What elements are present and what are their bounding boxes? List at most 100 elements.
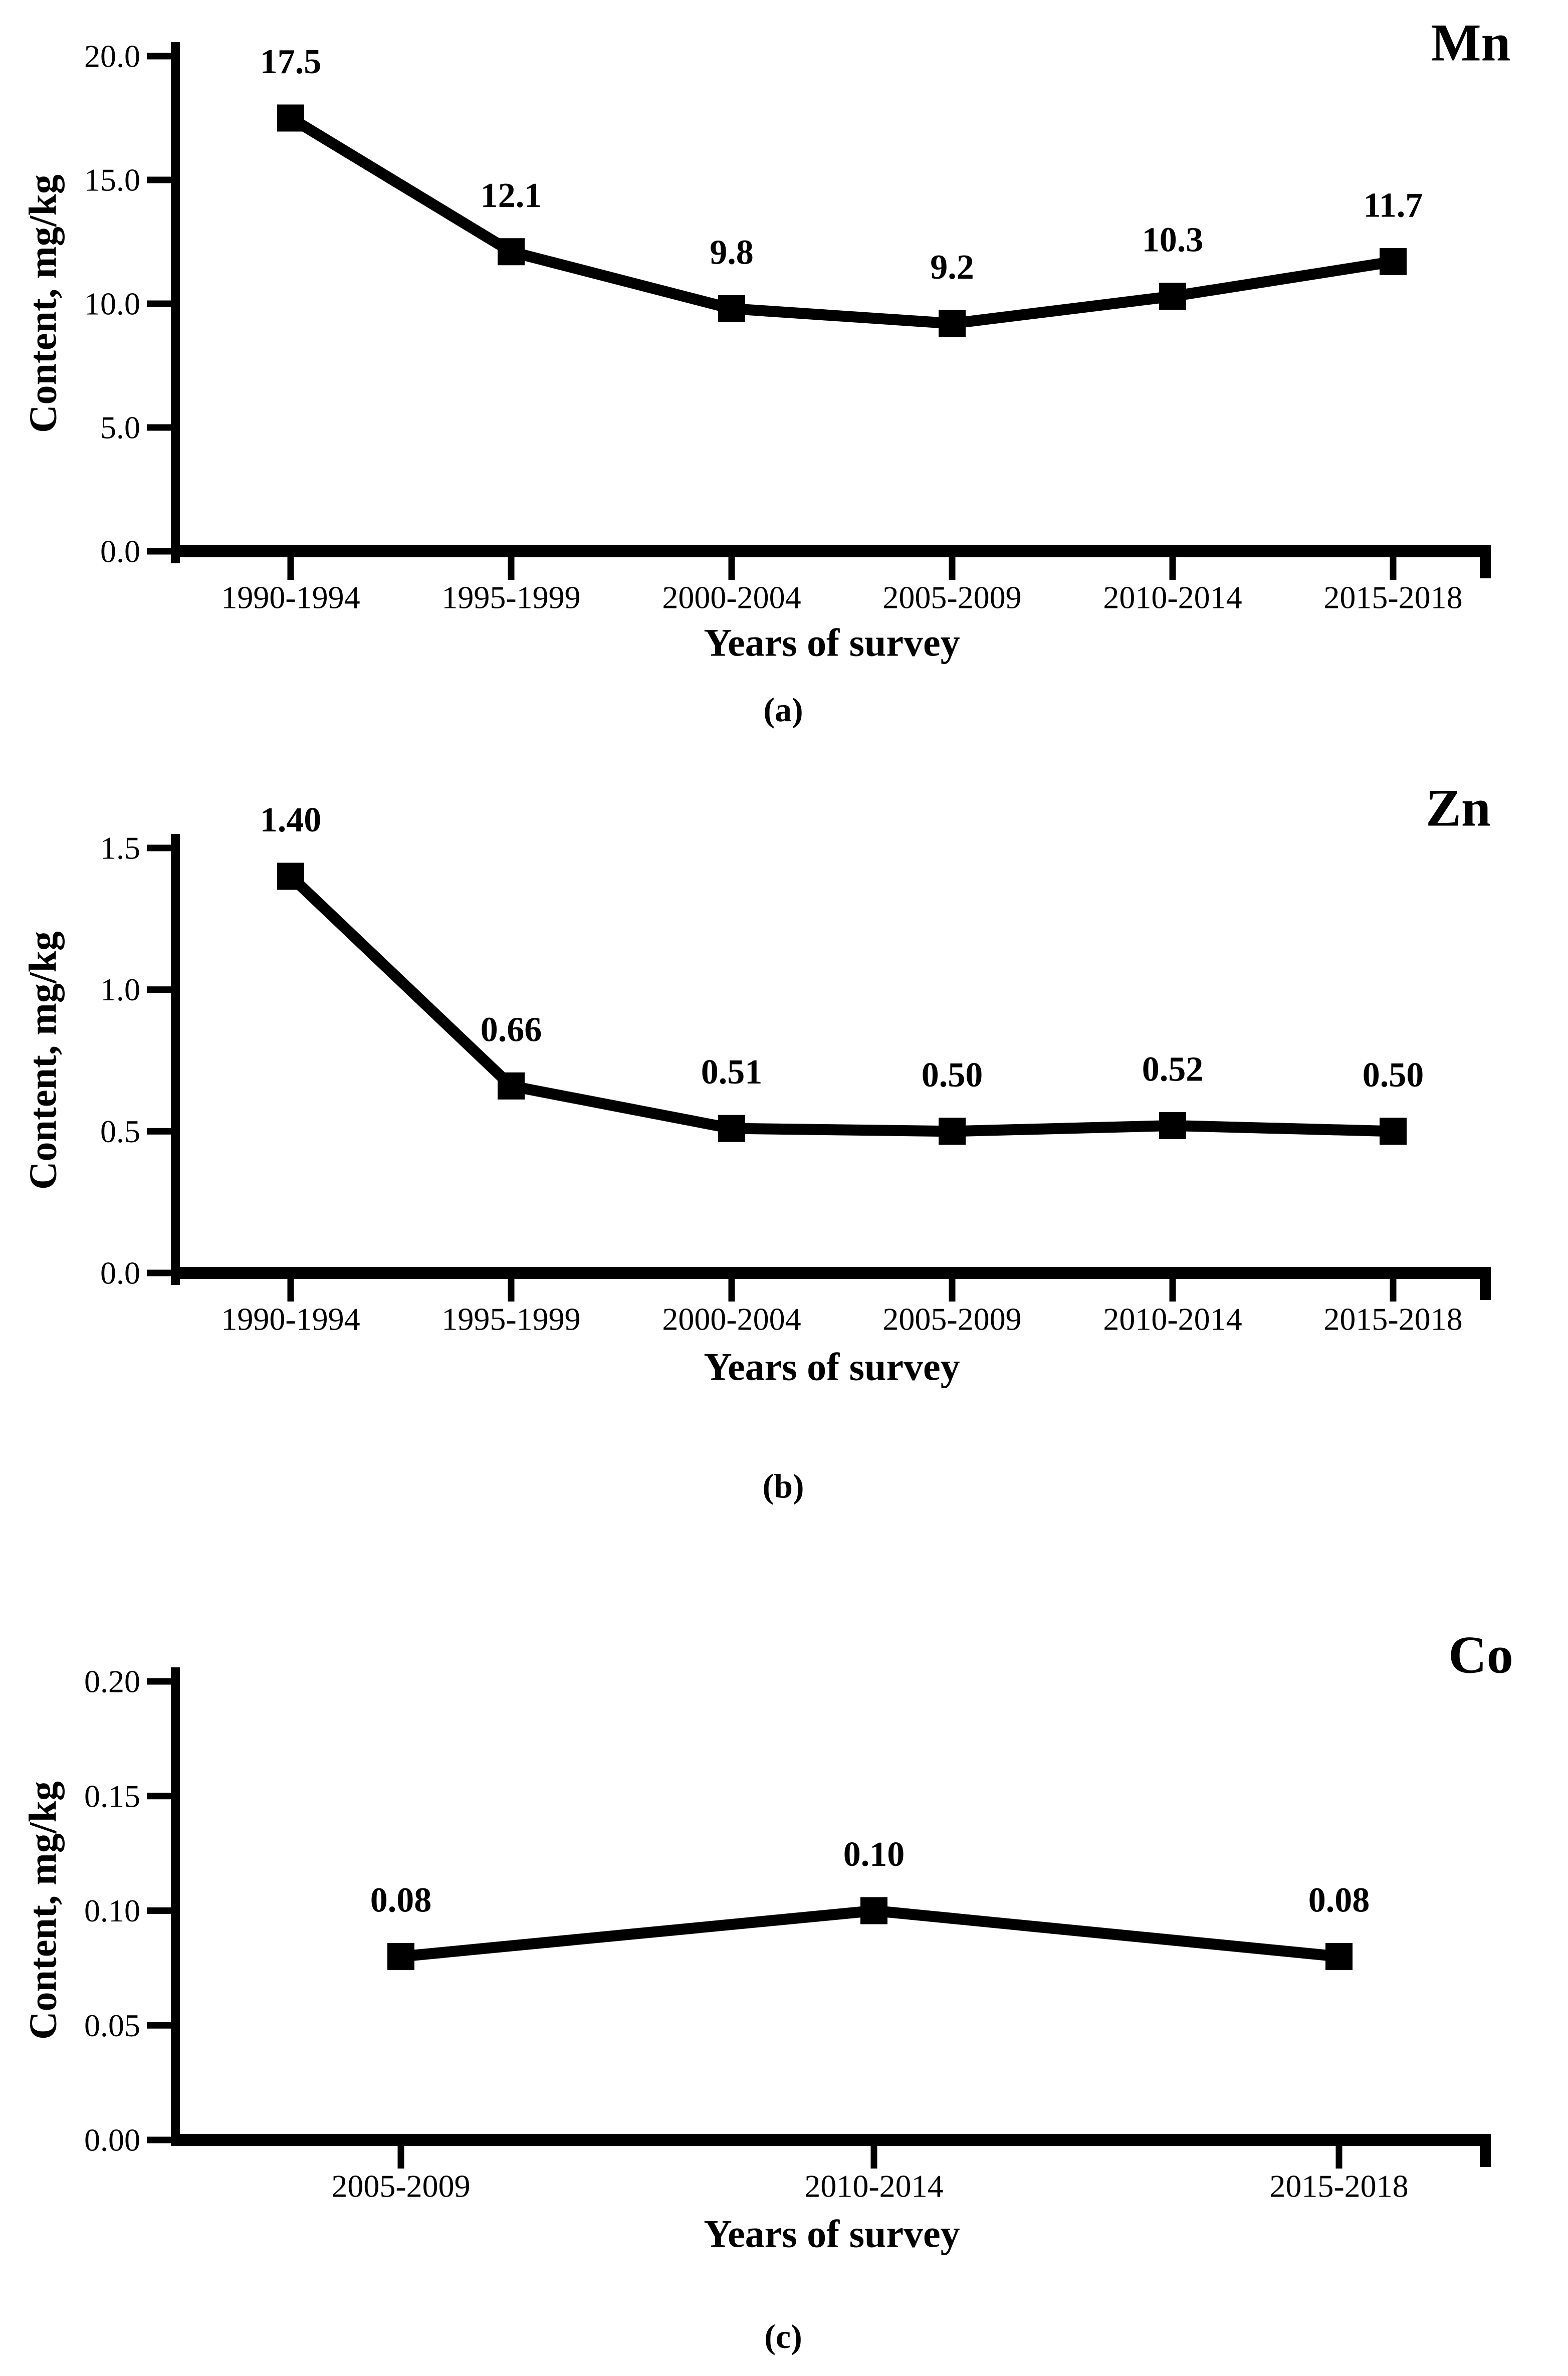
y-tick [147, 548, 175, 555]
y-tick [147, 1269, 175, 1276]
y-tick-label: 0.15 [84, 1778, 140, 1814]
data-point-label: 0.66 [481, 1010, 542, 1049]
y-tick-label: 20.0 [84, 39, 140, 74]
data-point-marker [1159, 283, 1186, 310]
x-tick [1390, 557, 1397, 580]
x-tick [728, 557, 735, 580]
y-tick [147, 424, 175, 431]
y-tick [147, 176, 175, 183]
x-axis-title: Years of survey [704, 1345, 960, 1389]
y-tick-label: 0.00 [84, 2122, 140, 2158]
x-category-label: 2000-2004 [662, 580, 801, 615]
y-axis-line [171, 834, 180, 1285]
data-point-label: 10.3 [1142, 221, 1204, 260]
data-point-label: 17.5 [260, 43, 322, 81]
data-point-label: 9.2 [930, 248, 974, 287]
chart-title-zn: Zn [1426, 779, 1491, 837]
y-tick-label: 0.5 [100, 1114, 140, 1149]
y-tick-label: 0.0 [100, 1255, 140, 1291]
x-tick [1335, 2146, 1342, 2169]
data-point-marker [498, 1072, 525, 1100]
x-tick [287, 1279, 294, 1302]
y-tick-label: 0.05 [84, 2008, 140, 2043]
y-tick [147, 986, 175, 993]
x-axis-end-tick [1480, 557, 1491, 578]
x-tick [287, 557, 294, 580]
data-point-marker [498, 238, 525, 266]
data-point-marker [939, 1118, 966, 1145]
x-axis-end-tick [1480, 1279, 1491, 1300]
y-tick [147, 1678, 175, 1685]
y-axis-title: Content, mg/kg [21, 1781, 65, 2040]
data-point-label: 9.8 [710, 233, 754, 272]
x-category-label: 2010-2014 [1103, 580, 1242, 615]
x-category-label: 1995-1999 [441, 580, 580, 615]
x-category-label: 1995-1999 [441, 1302, 580, 1337]
x-category-label: 2015-2018 [1269, 2169, 1408, 2204]
y-tick [147, 1907, 175, 1914]
data-point-label: 0.50 [1363, 1056, 1424, 1095]
data-point-marker [387, 1943, 414, 1970]
panel-caption-c: (c) [764, 2317, 802, 2355]
data-point-label: 0.50 [922, 1056, 983, 1095]
y-tick [147, 2022, 175, 2029]
x-tick [508, 1279, 515, 1302]
x-tick [1169, 1279, 1176, 1302]
x-category-label: 2000-2004 [662, 1302, 801, 1337]
data-point-label: 0.08 [1308, 1881, 1370, 1920]
y-tick-label: 5.0 [100, 410, 140, 446]
panel-caption-b: (b) [762, 1467, 804, 1505]
x-category-label: 2005-2009 [882, 1302, 1021, 1337]
x-category-label: 2010-2014 [1103, 1302, 1242, 1337]
data-point-marker [277, 104, 304, 132]
x-category-label: 1990-1994 [221, 580, 360, 615]
y-axis-line [171, 1667, 180, 2146]
chart-title-co: Co [1448, 1626, 1513, 1684]
data-point-marker [1380, 248, 1407, 276]
x-category-label: 2010-2014 [804, 2169, 943, 2204]
x-tick [949, 557, 956, 580]
x-category-label: 1990-1994 [221, 1302, 360, 1337]
y-tick-label: 1.5 [100, 830, 140, 866]
panel-caption-a: (a) [763, 691, 803, 729]
data-point-label: 11.7 [1364, 186, 1423, 225]
y-tick-label: 1.0 [100, 972, 140, 1007]
data-point-label: 1.40 [260, 801, 322, 839]
y-tick-label: 0.10 [84, 1893, 140, 1928]
x-tick [870, 2146, 877, 2169]
y-tick [147, 1128, 175, 1135]
x-axis-line [171, 1267, 1491, 1279]
data-point-label: 0.10 [843, 1835, 905, 1874]
x-axis-title: Years of survey [704, 2212, 960, 2256]
x-category-label: 2015-2018 [1323, 1302, 1462, 1337]
y-tick [147, 2136, 175, 2143]
y-tick-label: 10.0 [84, 286, 140, 322]
x-tick [397, 2146, 404, 2169]
chart-panel-zn: Zn Content, mg/kg Years of survey (b) 0.… [21, 779, 1491, 1505]
chart-panel-co: Co Content, mg/kg Years of survey (c) 0.… [21, 1626, 1513, 2356]
chart-dynamic-content: 0.0 0.5 1.0 1.5 1990-1994 1995-1999 2000-2004 2… [100, 801, 1463, 1337]
series-line [287, 872, 1394, 1137]
data-point-marker [1325, 1943, 1353, 1970]
data-point-marker [939, 310, 966, 337]
chart-dynamic-content: 0.00 0.05 0.10 0.15 0.20 2005-2009 2010-2014 20… [84, 1664, 1409, 2204]
x-axis-end-tick [1480, 2146, 1491, 2167]
y-tick [147, 300, 175, 307]
x-category-label: 2005-2009 [882, 580, 1021, 615]
data-point-label: 0.08 [370, 1881, 432, 1920]
y-tick [147, 53, 175, 60]
data-point-label: 12.1 [481, 176, 542, 215]
y-tick-label: 0.20 [84, 1664, 140, 1699]
x-category-label: 2005-2009 [331, 2169, 470, 2204]
y-tick-label: 0.0 [100, 534, 140, 569]
data-point-label: 0.51 [701, 1053, 763, 1092]
x-axis-line [171, 2134, 1491, 2146]
x-axis-title: Years of survey [704, 621, 960, 665]
data-point-marker [718, 1115, 745, 1142]
x-tick [508, 557, 515, 580]
data-point-marker [860, 1897, 887, 1924]
x-tick [1390, 1279, 1397, 1302]
x-tick [1169, 557, 1176, 580]
